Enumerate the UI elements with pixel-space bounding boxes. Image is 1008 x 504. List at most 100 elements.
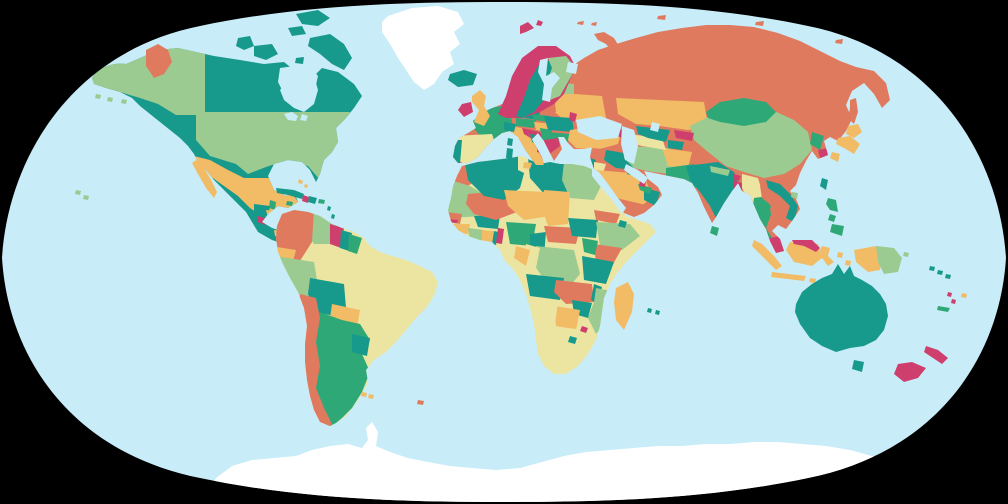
- country-japan[interactable]: [830, 124, 862, 162]
- country-namibia[interactable]: [532, 298, 558, 332]
- country-nigeria[interactable]: [506, 222, 536, 246]
- country-bahamas[interactable]: [298, 179, 308, 188]
- region-tasmania[interactable]: [852, 360, 864, 372]
- country-uganda[interactable]: [582, 238, 598, 255]
- region-sardinia[interactable]: [506, 148, 513, 159]
- country-india[interactable]: [686, 162, 740, 222]
- hudson-bay: [278, 64, 318, 106]
- country-romania[interactable]: [544, 116, 574, 132]
- country-united-kingdom[interactable]: [472, 90, 490, 126]
- country-chad[interactable]: [542, 190, 570, 226]
- country-guatemala[interactable]: [254, 204, 270, 218]
- aral-sea: [650, 122, 660, 132]
- country-lesotho[interactable]: [568, 336, 577, 344]
- country-botswana[interactable]: [554, 306, 580, 330]
- country-gabon[interactable]: [514, 246, 530, 266]
- country-madagascar[interactable]: [614, 282, 634, 330]
- region-lesser-antilles[interactable]: [327, 206, 335, 219]
- country-eritrea[interactable]: [594, 210, 620, 224]
- country-kazakhstan[interactable]: [616, 98, 708, 130]
- country-papua-new-guinea[interactable]: [876, 246, 909, 274]
- region-antarctica[interactable]: [200, 422, 940, 504]
- region-novaya-zemlya[interactable]: [594, 32, 620, 54]
- country-puerto-rico[interactable]: [318, 199, 325, 204]
- country-china[interactable]: [690, 108, 812, 178]
- region-russia-chukotka[interactable]: [146, 44, 172, 78]
- region-south-georgia[interactable]: [417, 400, 424, 405]
- country-iceland[interactable]: [448, 70, 477, 87]
- country-yemen[interactable]: [616, 198, 648, 216]
- region-malaysian-borneo[interactable]: [792, 240, 820, 252]
- country-uzbekistan[interactable]: [636, 126, 670, 142]
- country-mauritius[interactable]: [647, 308, 660, 315]
- country-solomon-islands[interactable]: [929, 266, 951, 279]
- country-fiji[interactable]: [961, 293, 967, 298]
- country-vietnam[interactable]: [766, 180, 798, 222]
- region-svalbard[interactable]: [520, 20, 543, 34]
- country-belize[interactable]: [269, 200, 276, 210]
- black-sea: [576, 116, 622, 140]
- country-serbia[interactable]: [540, 128, 552, 142]
- country-dominican-republic[interactable]: [308, 196, 317, 204]
- country-peru[interactable]: [274, 256, 318, 298]
- country-taiwan[interactable]: [820, 178, 828, 190]
- country-usa[interactable]: [196, 112, 350, 180]
- country-ukraine[interactable]: [548, 92, 606, 124]
- country-indonesia[interactable]: [752, 240, 882, 284]
- country-libya[interactable]: [528, 158, 570, 196]
- country-tajikistan[interactable]: [668, 140, 684, 150]
- great-lakes: [284, 112, 308, 121]
- country-ethiopia[interactable]: [596, 222, 640, 250]
- persian-gulf: [624, 164, 648, 184]
- country-tanzania[interactable]: [582, 256, 614, 284]
- country-thailand[interactable]: [752, 196, 772, 244]
- region-sicily[interactable]: [523, 162, 532, 169]
- country-benin[interactable]: [496, 228, 504, 244]
- region-arctic-archipelago[interactable]: [236, 10, 352, 70]
- country-falkland-islands[interactable]: [361, 392, 374, 399]
- country-philippines[interactable]: [826, 198, 844, 236]
- country-eswatini[interactable]: [580, 326, 588, 333]
- country-moldova[interactable]: [569, 112, 577, 122]
- country-switzerland[interactable]: [504, 122, 516, 132]
- region-baja-california[interactable]: [192, 160, 217, 198]
- country-algeria[interactable]: [464, 156, 526, 200]
- country-ireland[interactable]: [458, 102, 473, 117]
- region-hainan[interactable]: [791, 192, 798, 199]
- region-greenland[interactable]: [382, 6, 464, 90]
- country-kyrgyzstan[interactable]: [674, 130, 694, 141]
- country-sri-lanka[interactable]: [710, 226, 719, 236]
- country-italy[interactable]: [510, 126, 544, 166]
- country-cambodia[interactable]: [770, 208, 786, 222]
- country-nepal[interactable]: [710, 166, 730, 176]
- country-angola[interactable]: [526, 274, 564, 300]
- country-austria[interactable]: [516, 118, 536, 128]
- country-australia[interactable]: [795, 264, 888, 352]
- country-portugal[interactable]: [450, 140, 462, 164]
- country-uae[interactable]: [638, 184, 652, 194]
- country-french-guiana[interactable]: [348, 234, 362, 254]
- country-niger[interactable]: [504, 190, 550, 220]
- region-corsica[interactable]: [507, 138, 513, 146]
- country-bhutan[interactable]: [733, 174, 741, 181]
- country-mongolia[interactable]: [706, 98, 776, 126]
- country-new-caledonia[interactable]: [937, 306, 950, 312]
- country-uruguay[interactable]: [352, 334, 370, 356]
- region-aleutian-islands[interactable]: [95, 94, 127, 104]
- country-zambia[interactable]: [554, 280, 594, 304]
- country-afghanistan[interactable]: [662, 148, 692, 168]
- region-hawaii[interactable]: [75, 190, 89, 200]
- white-sea: [566, 62, 578, 74]
- caspian-sea: [621, 126, 638, 164]
- country-jamaica[interactable]: [286, 201, 293, 206]
- country-north-korea[interactable]: [810, 132, 824, 150]
- country-haiti[interactable]: [302, 195, 309, 203]
- region-sakhalin[interactable]: [848, 98, 858, 124]
- country-south-sudan[interactable]: [568, 218, 598, 238]
- country-south-africa[interactable]: [534, 324, 584, 368]
- country-vanuatu[interactable]: [947, 292, 956, 304]
- country-djibouti[interactable]: [618, 220, 627, 228]
- country-cuba[interactable]: [276, 188, 304, 199]
- country-new-zealand[interactable]: [894, 346, 948, 382]
